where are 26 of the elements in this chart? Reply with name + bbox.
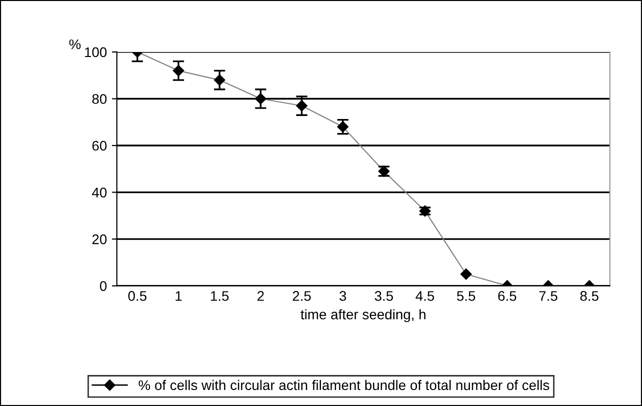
y-tick-label: 20	[92, 234, 107, 244]
x-tick-label: 2.5	[292, 291, 311, 301]
x-tick-label: 3.5	[374, 291, 393, 301]
point	[214, 74, 226, 86]
y-tick-label: 40	[92, 188, 107, 198]
x-tick-label: 1.5	[210, 291, 229, 301]
x-tick-label: 0.5	[128, 291, 146, 301]
point	[337, 121, 348, 132]
point	[172, 65, 184, 76]
x-tick-label: 6.5	[498, 291, 516, 301]
x-tick-label: 4.5	[416, 291, 434, 301]
x-axis-title: time after seeding, h	[300, 309, 426, 322]
x-tick-label: 8.5	[580, 291, 598, 301]
y-tick-label: 60	[92, 140, 107, 151]
x-tick-label: 1	[176, 291, 182, 301]
x-tick-label: 2	[257, 291, 264, 301]
point	[296, 100, 308, 112]
x-tick-label: 3	[339, 291, 346, 301]
y-axis-title: %	[69, 39, 81, 50]
x-tick-label: 7.5	[539, 291, 558, 301]
x-tick-label: 5.5	[456, 291, 476, 301]
point	[255, 93, 266, 104]
y-tick-label: 100	[85, 47, 107, 58]
y-tick-label: 0	[100, 281, 107, 291]
y-tick-label: 80	[92, 94, 107, 104]
legend-label: % of cells with circular actin filament bundle of total number of cells	[138, 380, 550, 390]
